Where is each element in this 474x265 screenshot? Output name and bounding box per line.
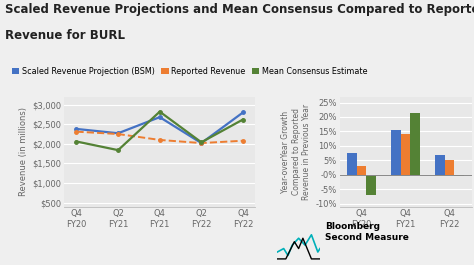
Legend: Scaled Revenue Projection (BSM), Reported Revenue, Mean Consensus Estimate: Scaled Revenue Projection (BSM), Reporte… [9,64,371,79]
Text: Bloomberg
Second Measure: Bloomberg Second Measure [325,222,409,242]
Bar [435,154,445,175]
Bar [366,175,376,195]
Bar [391,130,401,175]
Bar [455,175,464,176]
Bar [410,113,420,175]
Y-axis label: Revenue (in millions): Revenue (in millions) [19,107,28,196]
Bar [357,166,366,175]
Bar [347,153,357,175]
Text: Revenue for BURL: Revenue for BURL [5,29,125,42]
Text: Scaled Revenue Projections and Mean Consensus Compared to Reported: Scaled Revenue Projections and Mean Cons… [5,3,474,16]
Bar [445,160,455,175]
Bar [401,134,410,175]
Y-axis label: Year-overYear Growth
Compared to Reported
Revenue in Previous Year: Year-overYear Growth Compared to Reporte… [282,104,311,200]
